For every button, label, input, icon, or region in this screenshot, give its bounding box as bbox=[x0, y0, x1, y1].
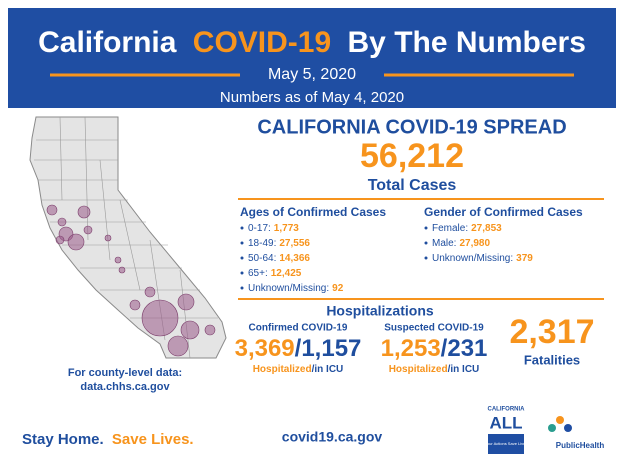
item-label: Unknown/Missing: bbox=[432, 253, 513, 264]
item-value: 1,773 bbox=[274, 223, 299, 234]
confirmed-value: 3,369/1,157 bbox=[235, 335, 362, 362]
logo-text: CALIFORNIA bbox=[488, 407, 526, 413]
bullet bbox=[240, 241, 244, 245]
bullet bbox=[240, 226, 244, 230]
header-title: California COVID-19 By The Numbers bbox=[38, 26, 586, 59]
spread-title: CALIFORNIA COVID-19 SPREAD bbox=[257, 116, 566, 138]
list-item: 65+: 12,425 bbox=[248, 268, 302, 279]
icu-count: /231 bbox=[441, 335, 488, 362]
legend-hospitalized: Hospitalized bbox=[389, 364, 448, 375]
bullet bbox=[424, 226, 428, 230]
item-label: 18-49: bbox=[248, 238, 276, 249]
item-value: 14,366 bbox=[279, 253, 310, 264]
item-label: Unknown/Missing: bbox=[248, 283, 329, 294]
item-label: 50-64: bbox=[248, 253, 276, 264]
logo-text: PublicHealth bbox=[556, 441, 605, 450]
item-value: 12,425 bbox=[271, 268, 302, 279]
logo-text: ALL bbox=[489, 413, 522, 432]
bullet bbox=[240, 286, 244, 290]
ages-title: Ages of Confirmed Cases bbox=[240, 205, 386, 219]
list-item: 0-17: 1,773 bbox=[248, 223, 299, 234]
logo-figure bbox=[564, 424, 572, 432]
total-label: Total Cases bbox=[368, 177, 457, 194]
header-as-of: Numbers as of May 4, 2020 bbox=[220, 89, 404, 106]
bullet bbox=[240, 256, 244, 260]
ca-all-logo: CALIFORNIA ALL Your Actions Save Lives bbox=[485, 407, 528, 454]
item-label: Female: bbox=[432, 223, 468, 234]
logo-text: Your Actions Save Lives bbox=[485, 441, 528, 446]
bullet bbox=[424, 256, 428, 260]
header-date: May 5, 2020 bbox=[268, 66, 356, 83]
logo-box bbox=[488, 434, 524, 454]
confirmed-legend: Hospitalized/in ICU bbox=[253, 364, 344, 375]
county-text: For county-level data: bbox=[68, 367, 182, 379]
list-item: Unknown/Missing: 379 bbox=[432, 253, 533, 264]
public-health-logo: PublicHealth bbox=[548, 416, 604, 450]
slogan-part: Stay Home. bbox=[22, 431, 104, 448]
gender-title: Gender of Confirmed Cases bbox=[424, 205, 583, 219]
suspected-legend: Hospitalized/in ICU bbox=[389, 364, 480, 375]
item-value: 27,980 bbox=[459, 238, 490, 249]
california-map bbox=[29, 116, 227, 359]
case-bubbles bbox=[46, 204, 216, 357]
header-band bbox=[8, 8, 616, 108]
icu-count: /1,157 bbox=[295, 335, 362, 362]
total-cases: 56,212 bbox=[360, 137, 464, 175]
logo-figure bbox=[556, 416, 564, 424]
item-value: 27,556 bbox=[279, 238, 310, 249]
title-part: California bbox=[38, 26, 177, 59]
suspected-value: 1,253/231 bbox=[381, 335, 488, 362]
website: covid19.ca.gov bbox=[282, 429, 383, 445]
title-part: By The Numbers bbox=[348, 26, 586, 59]
hospitalized-count: 3,369 bbox=[235, 335, 295, 362]
state-outline bbox=[29, 116, 227, 359]
item-label: 65+: bbox=[248, 268, 268, 279]
fatalities-value: 2,317 bbox=[509, 313, 594, 351]
hospitalized-count: 1,253 bbox=[381, 335, 441, 362]
slogan-part: Save Lives. bbox=[112, 431, 194, 448]
logo-figure bbox=[548, 424, 556, 432]
legend-hospitalized: Hospitalized bbox=[253, 364, 312, 375]
hosp-title: Hospitalizations bbox=[326, 303, 434, 319]
item-value: 27,853 bbox=[471, 223, 502, 234]
legend-icu: /in ICU bbox=[312, 364, 344, 375]
county-url: data.chhs.ca.gov bbox=[80, 381, 170, 393]
item-value: 379 bbox=[516, 253, 533, 264]
item-value: 92 bbox=[332, 283, 344, 294]
list-item: Female: 27,853 bbox=[432, 223, 502, 234]
bullet bbox=[424, 241, 428, 245]
bullet bbox=[240, 271, 244, 275]
list-item: Male: 27,980 bbox=[432, 238, 490, 249]
list-item: 18-49: 27,556 bbox=[248, 238, 310, 249]
list-item: Unknown/Missing: 92 bbox=[248, 283, 344, 294]
item-label: 0-17: bbox=[248, 223, 271, 234]
legend-icu: /in ICU bbox=[448, 364, 480, 375]
list-item: 50-64: 14,366 bbox=[248, 253, 310, 264]
item-label: Male: bbox=[432, 238, 456, 249]
slogan: Stay Home. Save Lives. bbox=[22, 431, 194, 448]
confirmed-label: Confirmed COVID-19 bbox=[249, 323, 348, 334]
title-highlight: COVID-19 bbox=[193, 26, 331, 59]
fatalities-label: Fatalities bbox=[524, 352, 580, 367]
suspected-label: Suspected COVID-19 bbox=[384, 323, 484, 334]
